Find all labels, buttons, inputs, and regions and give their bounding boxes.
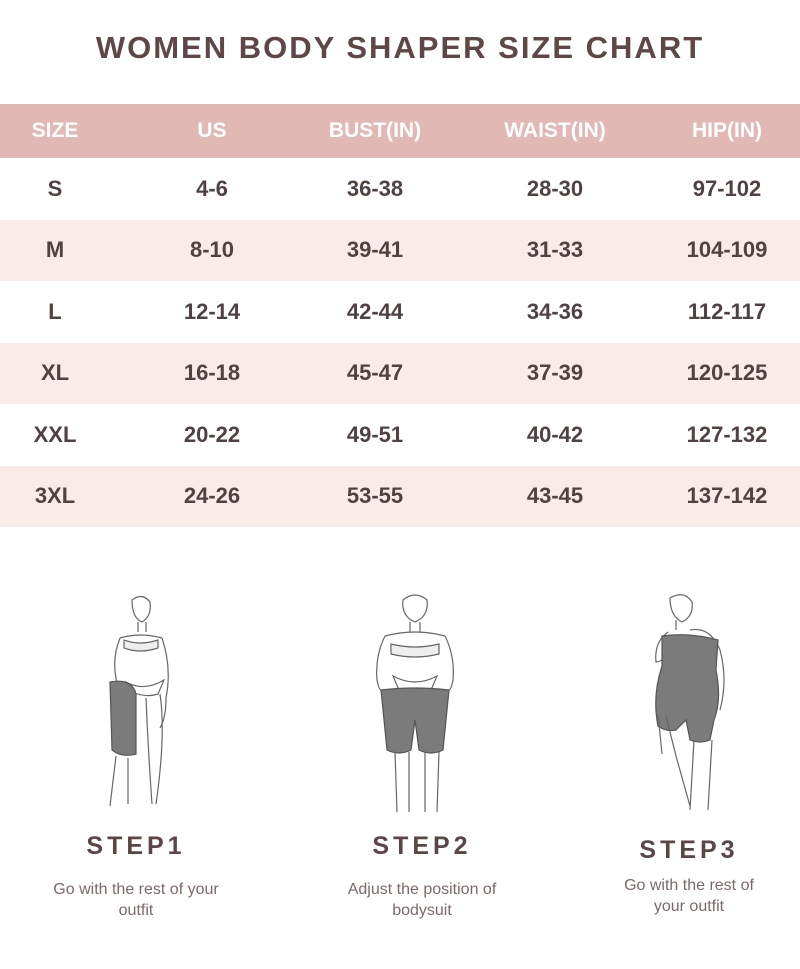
cell-hip: 104-109	[686, 237, 768, 263]
step1-illustration	[109, 595, 169, 807]
step2-desc-line1: Adjust the position of	[347, 881, 497, 898]
cell-bust: 36-38	[346, 175, 404, 201]
cell-bust: 49-51	[346, 421, 404, 447]
cell-us: 16-18	[183, 360, 241, 386]
cell-hip: 127-132	[686, 421, 768, 447]
table-row: M 8-10 39-41 31-33 104-109	[0, 219, 800, 281]
cell-size: M	[45, 237, 65, 263]
cell-waist: 28-30	[526, 175, 584, 201]
step3-label: STEP3	[639, 836, 739, 864]
cell-size: 3XL	[34, 483, 76, 509]
cell-waist: 40-42	[526, 421, 584, 447]
step3-illustration	[655, 594, 725, 811]
size-table: SIZE US BUST(IN) WAIST(IN) HIP(IN) S 4-6 3…	[0, 104, 800, 527]
step2-label: STEP2	[372, 832, 472, 860]
header-us: US	[197, 119, 227, 142]
cell-size: L	[48, 298, 62, 324]
cell-bust: 42-44	[346, 298, 404, 324]
header-size: SIZE	[31, 119, 79, 142]
cell-waist: 31-33	[526, 237, 584, 263]
table-header: SIZE US BUST(IN) WAIST(IN) HIP(IN)	[0, 104, 800, 158]
cell-hip: 97-102	[692, 175, 762, 201]
cell-waist: 43-45	[526, 483, 584, 509]
cell-us: 12-14	[183, 298, 241, 324]
header-waist: WAIST(IN)	[504, 119, 606, 142]
step1-desc-line1: Go with the rest of your	[53, 881, 219, 898]
cell-hip: 120-125	[686, 360, 768, 386]
table-row: XL 16-18 45-47 37-39 120-125	[0, 342, 800, 404]
cell-bust: 53-55	[346, 483, 404, 509]
step1: STEP1 Go with the rest of your outfit	[6, 832, 266, 921]
table-row: 3XL 24-26 53-55 43-45 137-142	[0, 465, 800, 527]
step2: STEP2 Adjust the position of bodysuit	[292, 832, 552, 921]
cell-us: 24-26	[183, 483, 241, 509]
step2-desc-line2: bodysuit	[392, 902, 452, 919]
cell-hip: 112-117	[687, 298, 767, 324]
table-row: L 12-14 42-44 34-36 112-117	[0, 281, 800, 343]
table-row: XXL 20-22 49-51 40-42 127-132	[0, 404, 800, 466]
step3-desc-line2: your outfit	[653, 898, 725, 915]
header-bust: BUST(IN)	[328, 119, 422, 142]
step2-illustration	[376, 594, 454, 813]
step3-desc-line1: Go with the rest of	[624, 877, 754, 894]
cell-us: 8-10	[189, 237, 235, 263]
header-hip: HIP(IN)	[692, 119, 762, 142]
cell-bust: 45-47	[346, 360, 404, 386]
table-row: S 4-6 36-38 28-30 97-102	[0, 158, 800, 220]
cell-size: S	[47, 175, 63, 201]
step1-desc-line2: outfit	[118, 902, 154, 919]
step1-label: STEP1	[86, 832, 186, 860]
cell-size: XXL	[33, 421, 77, 447]
cell-waist: 34-36	[526, 298, 584, 324]
cell-hip: 137-142	[686, 483, 768, 509]
cell-us: 20-22	[183, 421, 241, 447]
cell-bust: 39-41	[346, 237, 404, 263]
cell-us: 4-6	[196, 175, 228, 201]
step3: STEP3 Go with the rest of your outfit	[559, 836, 800, 917]
cell-size: XL	[40, 360, 70, 386]
page-title: WOMEN BODY SHAPER SIZE CHART	[95, 30, 705, 65]
cell-waist: 37-39	[526, 360, 584, 386]
